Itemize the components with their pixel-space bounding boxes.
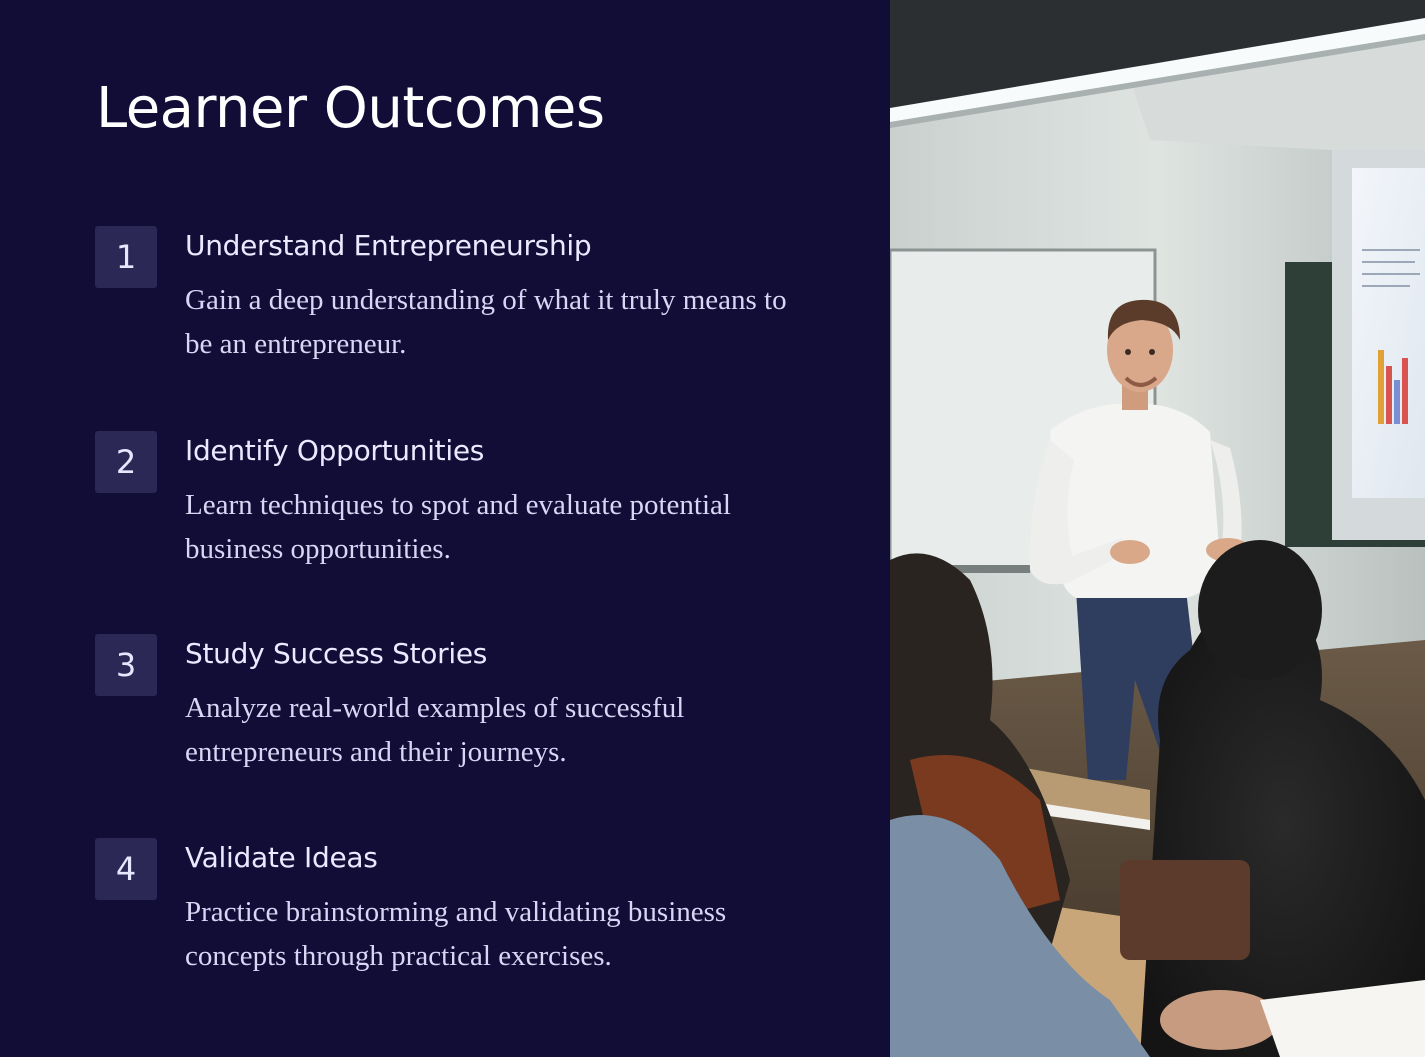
outcome-heading: Validate Ideas (185, 841, 378, 874)
outcome-number-badge: 2 (95, 431, 157, 493)
content-panel: Learner Outcomes 1 Understand Entreprene… (95, 76, 787, 972)
slide-title: Learner Outcomes (96, 76, 605, 141)
outcome-description: Learn techniques to spot and evaluate po… (185, 489, 731, 565)
outcome-number-badge: 1 (95, 226, 157, 288)
outcome-heading: Study Success Stories (185, 637, 488, 670)
outcome-number-badge: 4 (95, 838, 157, 900)
outcome-heading: Identify Opportunities (185, 434, 485, 467)
classroom-presentation-image (890, 0, 1425, 1057)
outcome-heading: Understand Entrepreneurship (185, 229, 592, 262)
outcome-description: Gain a deep understanding of what it tru… (185, 284, 787, 360)
outcome-description: Practice brainstorming and validating bu… (185, 896, 727, 972)
outcome-description: Analyze real-world examples of successfu… (185, 692, 685, 768)
outcome-number-badge: 3 (95, 634, 157, 696)
classroom-photo-panel (890, 0, 1425, 1057)
